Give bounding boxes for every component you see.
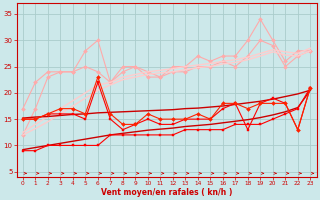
X-axis label: Vent moyen/en rafales ( kn/h ): Vent moyen/en rafales ( kn/h ) [101,188,232,197]
